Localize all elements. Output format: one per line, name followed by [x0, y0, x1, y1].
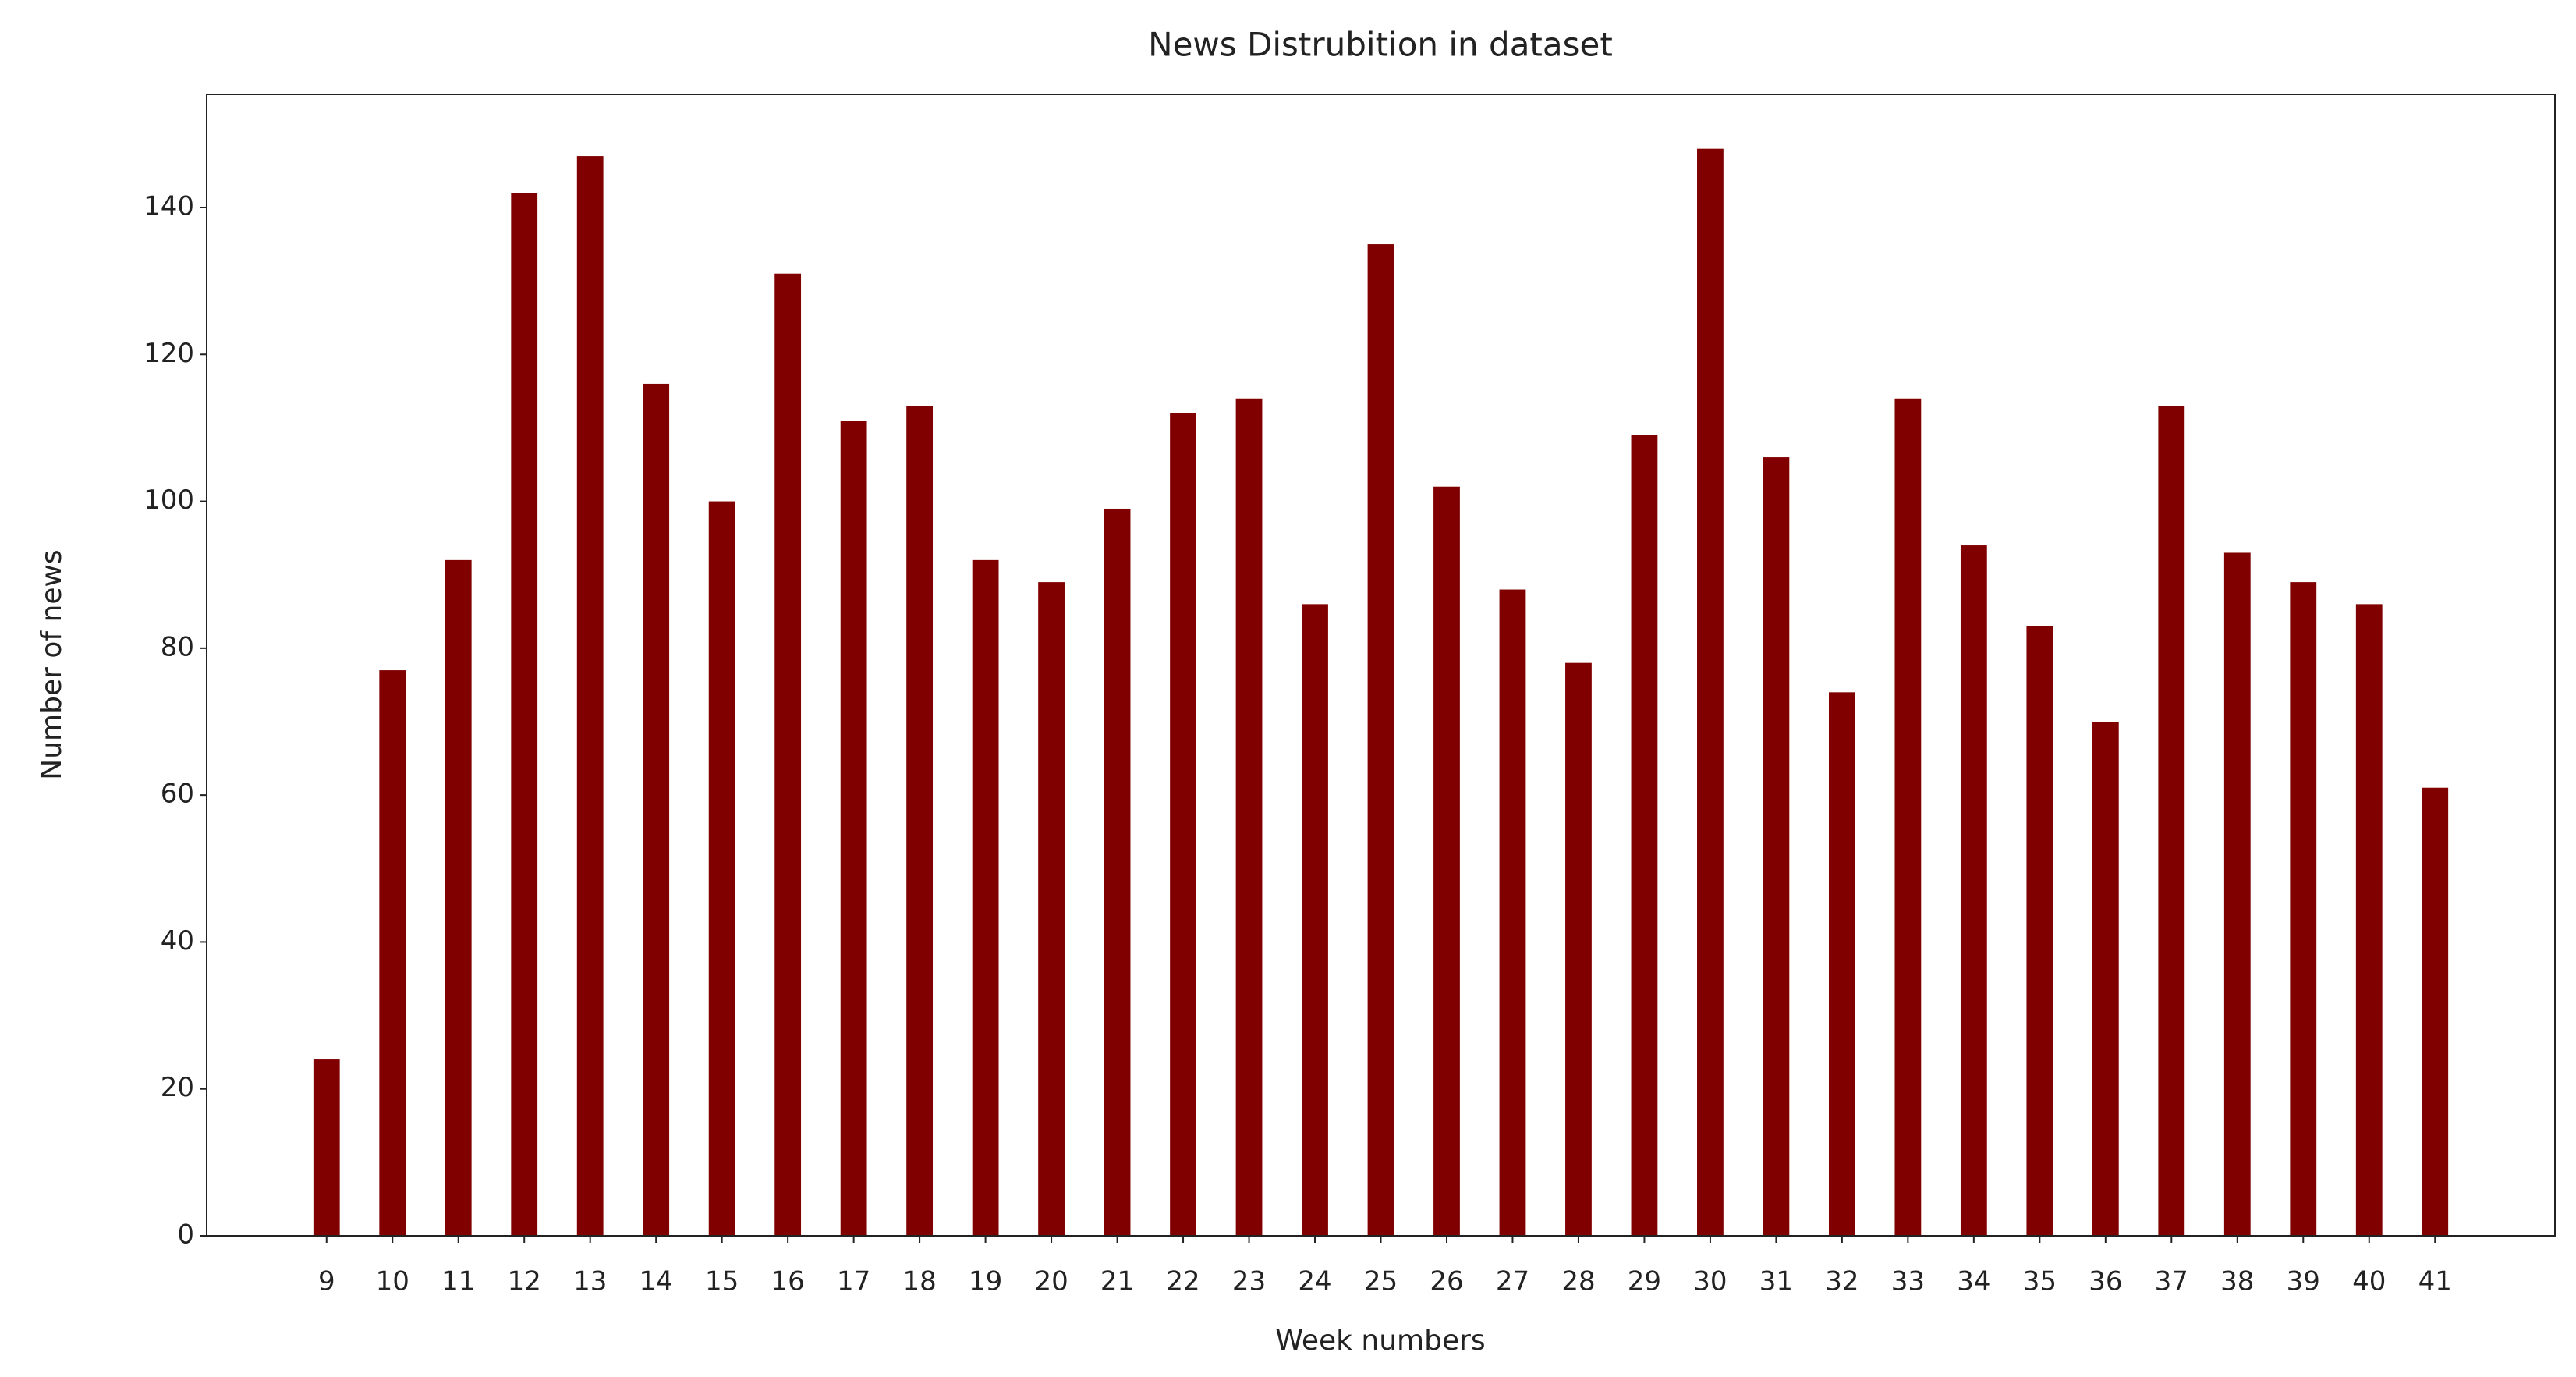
x-tick-label: 23 — [1232, 1266, 1266, 1297]
bar — [2092, 721, 2119, 1236]
x-tick-label: 10 — [376, 1266, 409, 1297]
x-tick-label: 34 — [1957, 1266, 1990, 1297]
bar — [972, 559, 999, 1236]
bar — [1170, 413, 1196, 1236]
x-tick-label: 39 — [2287, 1266, 2320, 1297]
x-tick-label: 41 — [2418, 1266, 2452, 1297]
x-tick-label: 29 — [1628, 1266, 1661, 1297]
bar — [2223, 552, 2251, 1236]
y-axis-label: Number of news — [36, 549, 68, 779]
bar — [1499, 589, 1526, 1236]
x-tick-label: 13 — [573, 1266, 607, 1297]
x-tick-label: 25 — [1364, 1266, 1398, 1297]
x-tick-label: 36 — [2089, 1266, 2122, 1297]
bar — [1697, 148, 1724, 1237]
bar — [2158, 406, 2185, 1236]
bar — [2355, 604, 2383, 1236]
y-tick-label: 40 — [161, 925, 194, 956]
x-tick-label: 32 — [1825, 1266, 1858, 1297]
plot-frame — [206, 94, 2556, 1237]
x-tick-label: 28 — [1561, 1266, 1595, 1297]
x-tick-label: 16 — [771, 1266, 805, 1297]
x-tick-label: 35 — [2023, 1266, 2057, 1297]
x-tick-label: 20 — [1034, 1266, 1068, 1297]
bar — [1104, 508, 1131, 1236]
x-tick-label: 12 — [508, 1266, 541, 1297]
bar — [1960, 545, 1987, 1236]
x-tick-label: 31 — [1759, 1266, 1793, 1297]
x-tick-label: 26 — [1430, 1266, 1463, 1297]
bar — [1433, 486, 1460, 1236]
x-axis-label: Week numbers — [1275, 1325, 1485, 1357]
bar — [1763, 457, 1790, 1236]
bar — [1828, 692, 1855, 1236]
y-tick-label: 0 — [177, 1219, 194, 1251]
chart-title: News Distrubition in dataset — [1148, 26, 1613, 64]
bar — [1302, 604, 1328, 1236]
bar — [1235, 398, 1263, 1237]
bar — [379, 670, 406, 1236]
x-tick-label: 40 — [2352, 1266, 2386, 1297]
bar — [906, 406, 934, 1236]
x-tick-label: 18 — [902, 1266, 936, 1297]
bar — [576, 156, 604, 1237]
bar — [643, 383, 670, 1236]
x-tick-label: 14 — [640, 1266, 673, 1297]
x-tick-label: 11 — [441, 1266, 475, 1297]
y-tick-label: 120 — [144, 338, 194, 369]
x-tick-label: 15 — [705, 1266, 739, 1297]
y-tick-label: 100 — [144, 484, 194, 516]
x-tick-label: 21 — [1100, 1266, 1134, 1297]
x-tick-label: 27 — [1496, 1266, 1529, 1297]
y-tick-label: 140 — [144, 190, 194, 222]
y-tick-label: 80 — [161, 631, 194, 662]
bar — [1565, 662, 1592, 1236]
bar — [313, 1059, 340, 1236]
bar — [708, 501, 735, 1236]
bar — [2290, 582, 2317, 1236]
y-tick-label: 20 — [161, 1072, 194, 1103]
x-tick-label: 24 — [1298, 1266, 1331, 1297]
x-tick-label: 33 — [1891, 1266, 1925, 1297]
bar — [2026, 626, 2053, 1236]
bar — [1894, 398, 1922, 1237]
bar — [1367, 244, 1394, 1236]
x-tick-label: 37 — [2155, 1266, 2188, 1297]
x-tick-label: 9 — [318, 1266, 335, 1297]
bar — [445, 559, 472, 1236]
bar — [1631, 435, 1658, 1236]
bar — [511, 193, 538, 1236]
bar — [1038, 582, 1065, 1236]
x-tick-label: 38 — [2220, 1266, 2254, 1297]
x-tick-label: 17 — [837, 1266, 870, 1297]
x-tick-label: 30 — [1693, 1266, 1727, 1297]
bar — [2422, 787, 2449, 1236]
bar — [840, 421, 867, 1236]
x-tick-label: 22 — [1166, 1266, 1199, 1297]
x-tick-label: 19 — [969, 1266, 1002, 1297]
y-tick-label: 60 — [161, 779, 194, 810]
bar — [774, 273, 802, 1237]
